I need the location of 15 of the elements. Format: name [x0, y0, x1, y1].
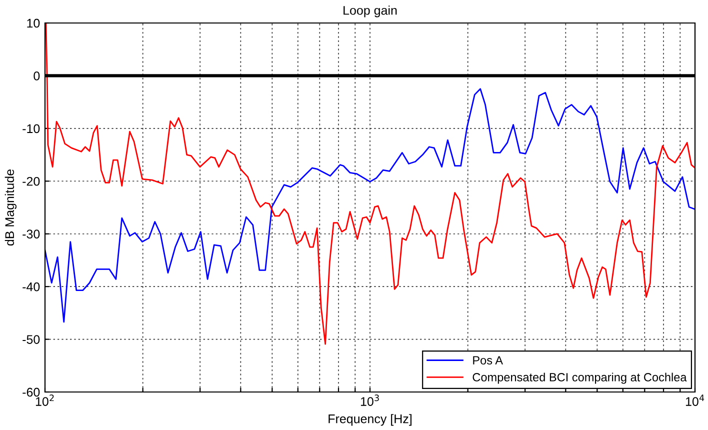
- y-tick-label: -60: [22, 388, 40, 397]
- x-axis-title: Frequency [Hz]: [328, 414, 412, 426]
- x-tick-label: 10$^{4}$: [686, 394, 704, 406]
- y-tick-label: -20: [22, 176, 40, 186]
- y-axis-title: dB Magnitude: [4, 169, 17, 246]
- y-tick-label: 0: [34, 72, 40, 80]
- y-tick-label: -10: [22, 124, 40, 134]
- legend-label: Compensated BCI comparing at Cochlea: [472, 372, 687, 384]
- y-tick-label: -40: [22, 282, 40, 292]
- chart-title: Loop gain: [344, 6, 397, 18]
- legend-label: Pos A: [473, 356, 503, 364]
- x-tick-label: 10$^{3}$: [360, 394, 379, 406]
- y-tick-label: -30: [22, 230, 40, 239]
- y-tick-label: -50: [22, 335, 40, 344]
- y-tick-label: 10: [27, 18, 40, 28]
